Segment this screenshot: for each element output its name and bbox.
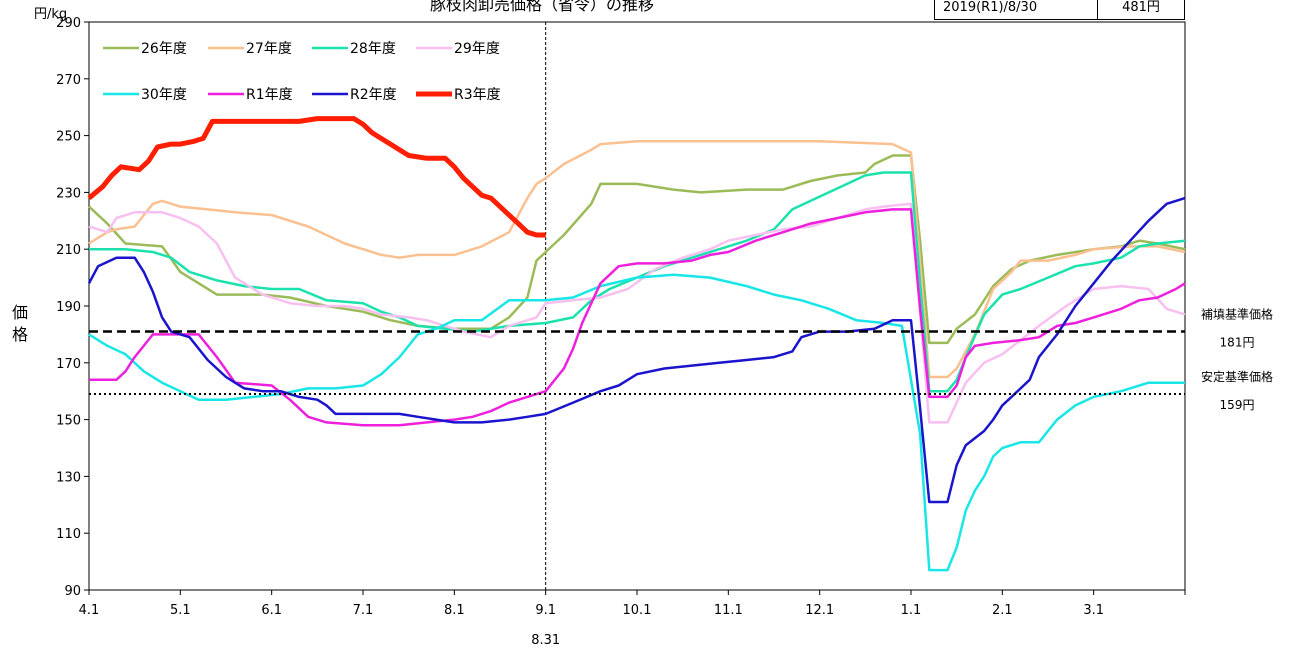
x-tick-label: 3.1 — [1083, 603, 1104, 618]
legend-label: 26年度 — [141, 41, 187, 57]
reference-line-value: 181円 — [1220, 336, 1255, 350]
y-tick-label: 170 — [56, 357, 81, 372]
legend-label: R3年度 — [454, 87, 501, 103]
y-tick-label: 230 — [56, 186, 81, 201]
x-extra-label: 8.31 — [531, 633, 560, 648]
y-tick-label: 270 — [56, 73, 81, 88]
legend-label: 28年度 — [350, 41, 396, 57]
x-tick-label: 1.1 — [901, 603, 922, 618]
y-tick-label: 250 — [56, 130, 81, 145]
x-tick-label: 2.1 — [992, 603, 1013, 618]
reference-line-label: 補填基準価格 — [1201, 307, 1273, 322]
series-line — [89, 208, 1186, 427]
info-box: 2019(R1)/8/30 481円 — [934, 0, 1185, 20]
legend-label: R2年度 — [350, 87, 397, 103]
series-line — [87, 196, 1186, 504]
legend-label: 30年度 — [141, 87, 187, 103]
chart-title: 豚枝肉卸売価格（省令）の推移 — [430, 0, 655, 14]
legend-label: 27年度 — [246, 41, 292, 57]
x-tick-label: 12.1 — [805, 603, 834, 618]
x-tick-label: 7.1 — [353, 603, 374, 618]
y-tick-label: 190 — [56, 300, 81, 315]
y-tick-label: 130 — [56, 470, 81, 485]
series-line — [88, 273, 1185, 572]
series-line — [89, 171, 1186, 393]
info-box-date: 2019(R1)/8/30 — [935, 0, 1098, 19]
y-axis-title-char: 格 — [12, 325, 28, 344]
info-box-price: 481円 — [1122, 0, 1160, 15]
y-tick-label: 290 — [56, 16, 81, 31]
y-tick-label: 90 — [64, 584, 81, 599]
series-line — [88, 154, 1186, 345]
x-tick-label: 10.1 — [623, 603, 652, 618]
x-tick-label: 6.1 — [261, 603, 282, 618]
y-unit-label: 円/kg — [34, 7, 67, 22]
x-tick-label: 4.1 — [79, 603, 100, 618]
series-line — [87, 116, 546, 238]
legend-label: 29年度 — [454, 41, 500, 57]
series-line — [88, 140, 1186, 379]
y-tick-label: 210 — [56, 243, 81, 258]
x-tick-label: 5.1 — [170, 603, 191, 618]
x-tick-label: 8.1 — [444, 603, 465, 618]
y-axis-title-char: 価 — [12, 303, 28, 322]
series-line — [88, 202, 1186, 424]
y-tick-label: 110 — [56, 527, 81, 542]
legend-label: R1年度 — [246, 87, 293, 103]
reference-line-label: 安定基準価格 — [1201, 369, 1273, 384]
plot-frame — [88, 21, 1186, 591]
reference-line-value: 159円 — [1220, 398, 1255, 412]
x-tick-label: 9.1 — [535, 603, 556, 618]
x-tick-label: 11.1 — [714, 603, 743, 618]
y-tick-label: 150 — [56, 414, 81, 429]
